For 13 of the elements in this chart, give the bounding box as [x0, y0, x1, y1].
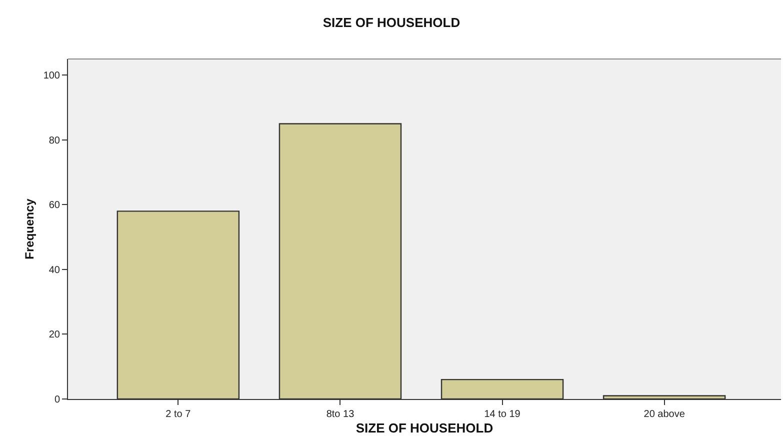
- y-tick-label: 20: [48, 330, 60, 341]
- x-tick-label: 2 to 7: [166, 409, 192, 420]
- y-axis-title: Frequency: [22, 198, 37, 260]
- y-tick-label: 0: [54, 394, 60, 406]
- y-tick-label: 40: [48, 264, 60, 276]
- x-axis-title: SIZE OF HOUSEHOLD: [356, 420, 494, 436]
- y-tick-label: 60: [48, 200, 60, 212]
- x-tick-label: 8to 13: [326, 409, 355, 420]
- chart-title: SIZE OF HOUSEHOLD: [322, 14, 460, 30]
- x-tick-label: 14 to 19: [484, 409, 521, 420]
- y-tick-label: 100: [43, 70, 60, 82]
- y-tick-label: 80: [48, 135, 60, 146]
- x-tick-label: 20 above: [644, 409, 686, 420]
